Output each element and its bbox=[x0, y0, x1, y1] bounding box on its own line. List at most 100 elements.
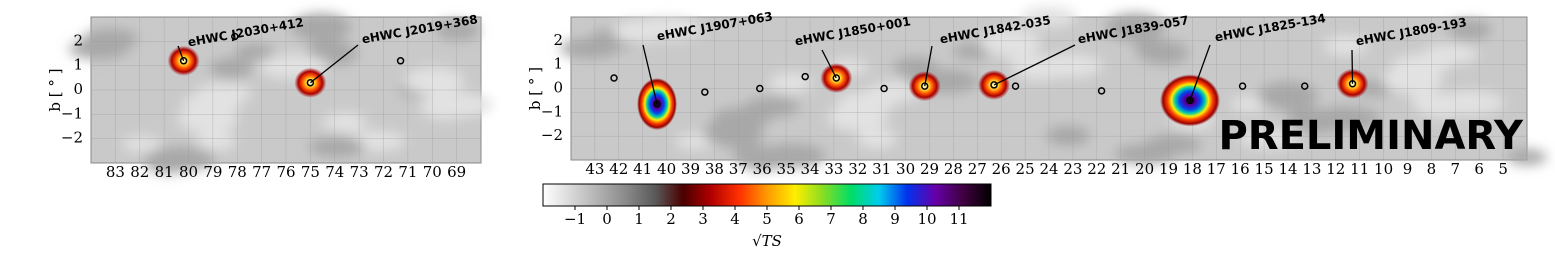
x-tick-label: 9 bbox=[1403, 160, 1413, 178]
noise-patch bbox=[1238, 128, 1299, 149]
x-tick-label: 33 bbox=[824, 160, 843, 178]
y-tick-label: −2 bbox=[541, 126, 563, 144]
noise-patch bbox=[404, 67, 465, 96]
source-marker bbox=[990, 81, 998, 89]
source-marker bbox=[1186, 96, 1194, 105]
x-tick-label: 19 bbox=[1159, 160, 1178, 178]
noise-patch bbox=[68, 39, 129, 60]
y-tick-label: 1 bbox=[553, 55, 563, 73]
noise-patch bbox=[322, 112, 367, 133]
x-tick-label: 80 bbox=[179, 163, 198, 181]
noise-patch bbox=[732, 144, 773, 165]
label-pointer bbox=[821, 49, 837, 79]
label-pointer bbox=[309, 44, 359, 84]
x-tick-label: 35 bbox=[777, 160, 796, 178]
catalog-marker bbox=[1097, 87, 1106, 95]
source-marker bbox=[920, 82, 929, 90]
x-tick-label: 25 bbox=[1016, 160, 1035, 178]
x-tick-label: 34 bbox=[800, 160, 819, 178]
x-tick-label: 40 bbox=[657, 160, 676, 178]
x-tick-label: 24 bbox=[1039, 160, 1058, 178]
x-tick-label: 36 bbox=[753, 160, 772, 178]
noise-patch bbox=[195, 131, 236, 152]
colorbar bbox=[542, 183, 992, 207]
source-marker bbox=[179, 57, 188, 65]
x-tick-label: 20 bbox=[1135, 160, 1154, 178]
noise-patch bbox=[856, 128, 897, 149]
x-tick-label: 17 bbox=[1207, 160, 1226, 178]
x-tick-label: 39 bbox=[681, 160, 700, 178]
y-tick-label: −2 bbox=[61, 129, 83, 147]
label-pointer bbox=[993, 44, 1076, 86]
x-tick-label: 70 bbox=[423, 163, 442, 181]
y-tick-label: 0 bbox=[553, 79, 563, 97]
y-tick-label: −1 bbox=[61, 104, 83, 122]
x-tick-label: 11 bbox=[1350, 160, 1369, 178]
x-tick-label: 16 bbox=[1231, 160, 1250, 178]
noise-patch bbox=[1046, 125, 1091, 146]
noise-patch bbox=[435, 20, 480, 41]
noise-patch bbox=[1105, 13, 1166, 42]
y-axis-label: b [ ° ] bbox=[526, 67, 544, 110]
noise-patch bbox=[144, 149, 194, 174]
colorbar-tick-label: 1 bbox=[634, 210, 644, 228]
noise-patch bbox=[713, 107, 774, 128]
label-pointer bbox=[1189, 44, 1211, 101]
colorbar-tick-label: 9 bbox=[890, 210, 900, 228]
x-tick-label: 75 bbox=[301, 163, 320, 181]
x-tick-label: 15 bbox=[1255, 160, 1274, 178]
noise-patch bbox=[1009, 54, 1050, 75]
noise-patch bbox=[291, 13, 352, 42]
x-tick-label: 42 bbox=[609, 160, 628, 178]
catalog-marker bbox=[1011, 82, 1020, 90]
noise-patch bbox=[1507, 149, 1547, 166]
label-pointer bbox=[924, 45, 933, 87]
x-tick-label: 78 bbox=[228, 163, 247, 181]
annotation: PRELIMINARY bbox=[1218, 113, 1524, 159]
catalog-marker bbox=[801, 72, 809, 81]
x-tick-label: 83 bbox=[106, 163, 125, 181]
x-tick-label: 43 bbox=[585, 160, 604, 178]
noise-patch bbox=[308, 136, 365, 157]
noise-patch bbox=[768, 72, 813, 93]
catalog-marker bbox=[396, 57, 405, 65]
noise-patch bbox=[837, 91, 898, 112]
x-tick-label: 82 bbox=[130, 163, 149, 181]
source-marker bbox=[832, 74, 841, 82]
noise-patch bbox=[181, 93, 242, 114]
x-tick-label: 81 bbox=[155, 163, 174, 181]
x-tick-label: 10 bbox=[1374, 160, 1393, 178]
noise-patch bbox=[1134, 38, 1175, 59]
noise-patch bbox=[308, 39, 349, 60]
x-tick-label: 7 bbox=[1451, 160, 1461, 178]
catalog-marker bbox=[756, 84, 764, 93]
colorbar-tick-label: 8 bbox=[858, 210, 868, 228]
x-tick-label: 22 bbox=[1087, 160, 1106, 178]
colorbar-tick-label: 5 bbox=[762, 210, 772, 228]
y-tick-label: 1 bbox=[73, 56, 83, 74]
noise-patch bbox=[980, 28, 1041, 57]
source-marker bbox=[653, 100, 661, 108]
x-tick-label: 79 bbox=[203, 163, 222, 181]
colorbar-tick-label: 7 bbox=[826, 210, 836, 228]
label-pointer bbox=[642, 44, 658, 105]
x-tick-label: 32 bbox=[848, 160, 867, 178]
y-tick-label: −1 bbox=[541, 102, 563, 120]
x-tick-label: 27 bbox=[968, 160, 987, 178]
label-pointer bbox=[1351, 49, 1354, 84]
y-tick-label: 2 bbox=[73, 31, 83, 49]
x-tick-label: 23 bbox=[1063, 160, 1082, 178]
noise-patch bbox=[422, 93, 462, 114]
catalog-marker bbox=[701, 88, 709, 96]
source-marker bbox=[1348, 79, 1357, 88]
colorbar-tick-label: 0 bbox=[602, 210, 612, 228]
x-tick-label: 74 bbox=[325, 163, 344, 181]
x-tick-label: 21 bbox=[1111, 160, 1130, 178]
catalog-marker bbox=[1300, 82, 1309, 90]
x-tick-label: 71 bbox=[398, 163, 417, 181]
colorbar-tick-label: 2 bbox=[666, 210, 676, 228]
noise-patch bbox=[1391, 54, 1452, 75]
x-tick-label: 73 bbox=[350, 163, 369, 181]
